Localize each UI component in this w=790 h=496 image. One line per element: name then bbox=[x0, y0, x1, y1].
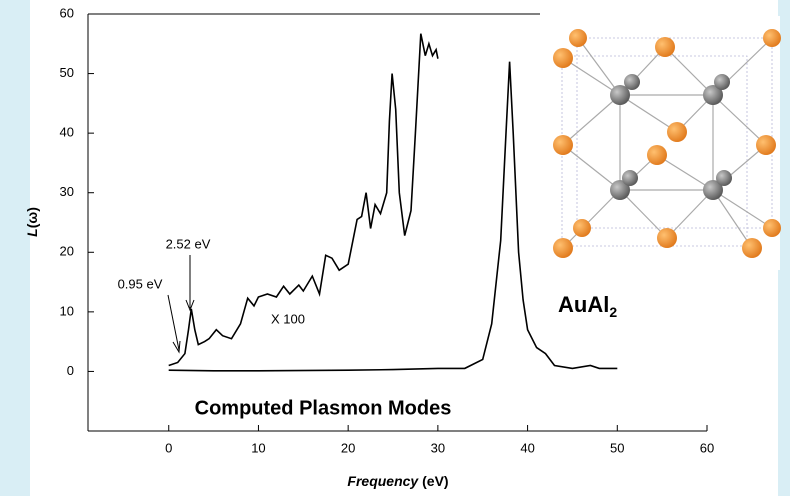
atom bbox=[703, 180, 723, 200]
x-tick-label: 40 bbox=[520, 440, 534, 455]
x-tick-label: 20 bbox=[341, 440, 355, 455]
unit-cell bbox=[561, 37, 773, 247]
atom bbox=[742, 238, 762, 258]
bond bbox=[656, 154, 714, 191]
y-label-rest: (ω) bbox=[24, 207, 40, 228]
atom bbox=[703, 85, 723, 105]
bond bbox=[712, 189, 753, 249]
bond bbox=[712, 189, 773, 229]
atom bbox=[569, 29, 587, 47]
annotation: 0.95 eV bbox=[118, 276, 163, 291]
annotation-arrowhead bbox=[185, 299, 195, 312]
y-tick-label: 10 bbox=[60, 303, 74, 318]
bond bbox=[712, 94, 767, 146]
bond bbox=[562, 144, 621, 191]
annotation-arrowhead bbox=[172, 340, 181, 354]
al-atoms bbox=[610, 74, 732, 200]
x-label-italic: Frequency bbox=[347, 473, 419, 489]
atom bbox=[553, 48, 573, 68]
line-series bbox=[168, 61, 618, 372]
bond bbox=[666, 189, 714, 239]
atom bbox=[714, 74, 730, 90]
x-tick-label: 0 bbox=[165, 440, 172, 455]
x-tick-label: 60 bbox=[700, 440, 714, 455]
au-atoms bbox=[553, 29, 781, 258]
y-tick-label: 60 bbox=[60, 5, 74, 20]
x-tick-label: 50 bbox=[610, 440, 624, 455]
y-tick-label: 20 bbox=[60, 244, 74, 259]
bonds bbox=[562, 37, 773, 249]
y-tick-label: 50 bbox=[60, 65, 74, 80]
atom bbox=[657, 228, 677, 248]
y-label-italic: L bbox=[24, 228, 40, 237]
cell-back bbox=[576, 37, 773, 229]
bond bbox=[619, 94, 678, 133]
formula-subscript: 2 bbox=[609, 304, 617, 320]
atom bbox=[756, 135, 776, 155]
atom bbox=[553, 135, 573, 155]
x-axis-label: Frequency (eV) bbox=[347, 473, 448, 489]
x-label-rest: (eV) bbox=[418, 473, 448, 489]
atom bbox=[610, 180, 630, 200]
bond bbox=[562, 57, 621, 96]
atom bbox=[622, 170, 638, 186]
x-tick-label: 30 bbox=[431, 440, 445, 455]
bond bbox=[577, 37, 621, 96]
atom bbox=[763, 29, 781, 47]
crystal-structure bbox=[540, 16, 781, 270]
line-series bbox=[168, 33, 439, 367]
y-tick-label: 0 bbox=[67, 363, 74, 378]
atom bbox=[763, 219, 781, 237]
x-tick-label: 10 bbox=[251, 440, 265, 455]
atom bbox=[624, 74, 640, 90]
atom bbox=[573, 219, 591, 237]
annotation: X 100 bbox=[271, 311, 305, 326]
y-tick-label: 30 bbox=[60, 184, 74, 199]
bond bbox=[562, 94, 621, 146]
atom bbox=[667, 122, 687, 142]
formula: AuAl bbox=[558, 292, 609, 317]
annotation: 2.52 eV bbox=[166, 236, 211, 251]
atom bbox=[647, 145, 667, 165]
y-axis-label: L(ω) bbox=[24, 207, 40, 237]
atom bbox=[716, 170, 732, 186]
annotation-arrow bbox=[167, 294, 180, 351]
atom bbox=[610, 85, 630, 105]
bond bbox=[664, 46, 714, 96]
cell-front bbox=[561, 55, 748, 247]
bond bbox=[562, 189, 621, 249]
y-tick-label: 40 bbox=[60, 125, 74, 140]
annotation: Computed Plasmon Modes bbox=[195, 397, 452, 419]
bond bbox=[619, 189, 668, 239]
annotation: AuAl2 bbox=[558, 292, 617, 320]
atom bbox=[655, 37, 675, 57]
atom bbox=[553, 238, 573, 258]
